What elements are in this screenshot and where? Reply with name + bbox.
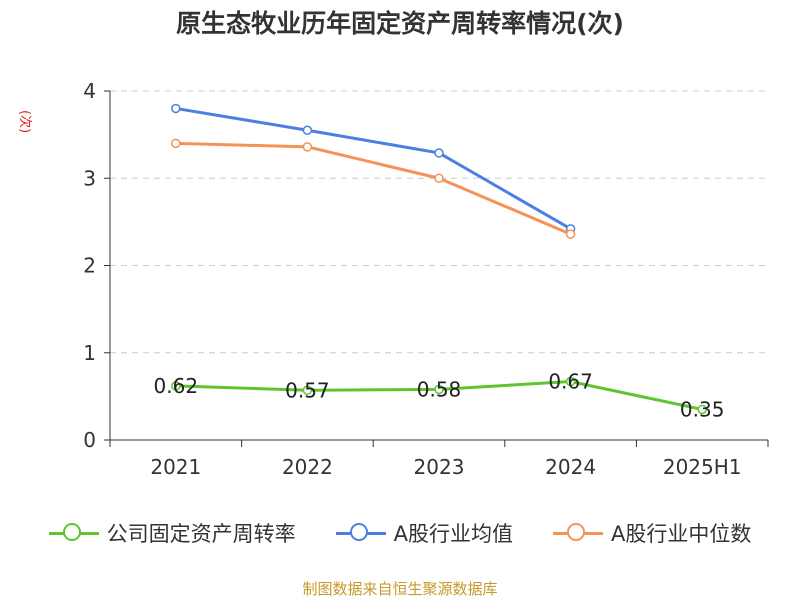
data-source-note: 制图数据来自恒生聚源数据库 bbox=[302, 580, 498, 598]
x-tick-label: 2024 bbox=[545, 455, 596, 479]
data-point bbox=[565, 376, 576, 387]
data-point bbox=[434, 173, 444, 183]
y-tick-label: 4 bbox=[83, 79, 96, 103]
data-label: 0.67 bbox=[548, 370, 593, 394]
data-point bbox=[565, 229, 576, 239]
legend-marker-industry-median bbox=[553, 523, 603, 543]
data-point bbox=[171, 103, 181, 114]
data-point bbox=[434, 148, 444, 158]
x-tick-label: 2023 bbox=[414, 455, 465, 479]
data-point bbox=[171, 138, 181, 149]
data-point bbox=[171, 381, 181, 391]
legend-label-industry-mean: A股行业均值 bbox=[393, 522, 513, 546]
series-line bbox=[175, 106, 572, 231]
data-label: 0.62 bbox=[154, 374, 199, 398]
data-point bbox=[302, 125, 313, 136]
y-tick-label: 0 bbox=[83, 428, 96, 452]
legend-item-industry-median[interactable]: A股行业中位数 bbox=[553, 518, 751, 548]
x-tick-label: 2025H1 bbox=[663, 455, 742, 479]
legend-label-industry-median: A股行业中位数 bbox=[611, 522, 752, 546]
chart-title: 原生态牧业历年固定资产周转率情况(次) bbox=[176, 9, 624, 38]
data-point bbox=[434, 384, 444, 395]
x-tick-label: 2021 bbox=[150, 455, 201, 479]
y-tick-label: 3 bbox=[83, 166, 96, 190]
data-point bbox=[697, 404, 707, 415]
legend: 公司固定资产周转率 A股行业均值 A股行业中位数 bbox=[0, 518, 800, 548]
y-tick-label: 2 bbox=[83, 254, 96, 278]
data-label: 0.57 bbox=[285, 378, 330, 402]
data-label: 0.35 bbox=[680, 397, 725, 421]
data-label: 0.58 bbox=[417, 377, 462, 401]
y-tick-label: 1 bbox=[83, 341, 96, 365]
x-tick-label: 2022 bbox=[282, 455, 333, 479]
legend-marker-company bbox=[48, 523, 99, 543]
data-point bbox=[302, 142, 313, 152]
series-line bbox=[175, 141, 572, 236]
data-point bbox=[302, 385, 313, 396]
legend-label-company: 公司固定资产周转率 bbox=[106, 522, 296, 546]
legend-item-company[interactable]: 公司固定资产周转率 bbox=[48, 518, 296, 548]
legend-marker-industry-mean bbox=[335, 523, 386, 543]
legend-item-industry-mean[interactable]: A股行业均值 bbox=[335, 518, 513, 548]
